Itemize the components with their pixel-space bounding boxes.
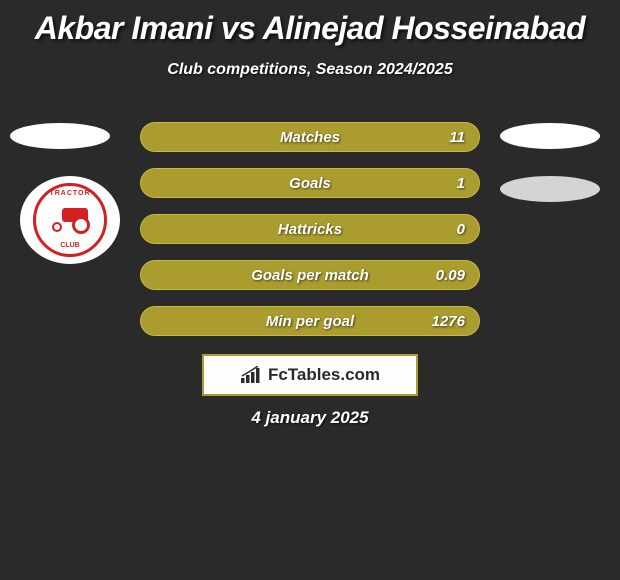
chart-icon (240, 366, 262, 384)
stat-label: Goals per match (251, 267, 369, 284)
player-right-placeholder (500, 123, 600, 149)
stat-value: 1 (457, 175, 465, 192)
date-label: 4 january 2025 (0, 408, 620, 428)
stat-label: Goals (289, 175, 331, 192)
club-badge: TRACTOR CLUB (20, 176, 120, 264)
stat-bar-hattricks: Hattricks 0 (140, 214, 480, 244)
stat-label: Hattricks (278, 221, 342, 238)
stat-value: 0 (457, 221, 465, 238)
player-right-placeholder-2 (500, 176, 600, 202)
fctables-logo-box: FcTables.com (202, 354, 418, 396)
stats-container: Matches 11 Goals 1 Hattricks 0 Goals per… (140, 122, 480, 352)
fctables-logo-text: FcTables.com (268, 365, 380, 385)
stat-value: 0.09 (436, 267, 465, 284)
club-badge-inner: TRACTOR CLUB (33, 183, 107, 257)
comparison-title: Akbar Imani vs Alinejad Hosseinabad (0, 0, 620, 47)
stat-label: Min per goal (266, 313, 354, 330)
stat-bar-goals: Goals 1 (140, 168, 480, 198)
club-name-bottom: CLUB (36, 242, 104, 249)
stat-value: 11 (449, 129, 465, 146)
tractor-icon (50, 206, 90, 234)
club-name-top: TRACTOR (36, 190, 104, 197)
stat-label: Matches (280, 129, 340, 146)
season-subtitle: Club competitions, Season 2024/2025 (0, 61, 620, 79)
player-left-placeholder (10, 123, 110, 149)
stat-value: 1276 (432, 313, 465, 330)
stat-bar-min-per-goal: Min per goal 1276 (140, 306, 480, 336)
stat-bar-matches: Matches 11 (140, 122, 480, 152)
stat-bar-goals-per-match: Goals per match 0.09 (140, 260, 480, 290)
